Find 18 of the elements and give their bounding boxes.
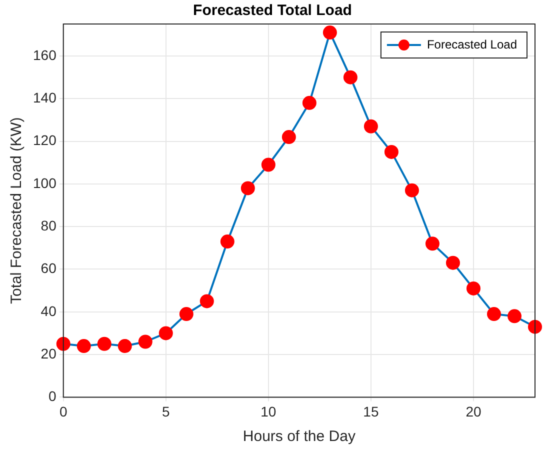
x-tick-label: 5 [162,403,170,420]
y-tick-label: 0 [48,388,57,404]
x-tick-label: 10 [260,403,276,420]
legend-label: Forecasted Load [426,37,518,52]
y-tick-label: 100 [33,174,57,191]
chart-title: Forecasted Total Load [193,2,352,20]
x-tick-label: 20 [466,403,482,420]
x-tick-label: 15 [363,403,379,420]
y-tick-label: 160 [33,46,57,63]
x-tick-label: 0 [59,403,68,420]
y-tick-label: 120 [33,132,57,148]
y-tick-label: 60 [40,260,57,276]
y-tick-label: 140 [33,90,57,106]
x-axis-title: Hours of the Day [242,428,356,446]
y-tick-label: 40 [40,302,57,319]
y-tick-label: 20 [40,345,57,362]
y-tick-label: 80 [40,217,57,234]
y-axis-title: Total Forecasted Load (KW) [8,117,26,304]
